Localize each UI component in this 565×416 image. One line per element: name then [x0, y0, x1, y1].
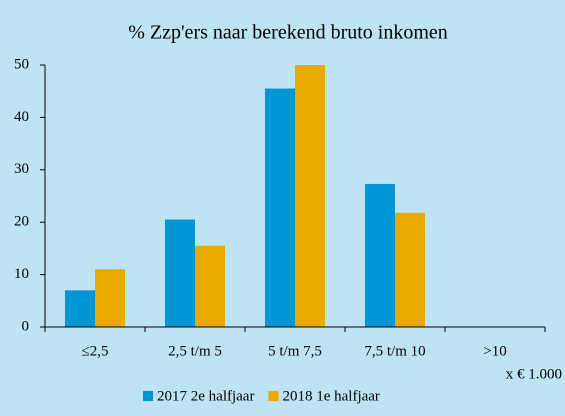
y-tick-label: 40: [14, 109, 29, 125]
legend-swatch: [143, 391, 153, 401]
y-tick-label: 0: [22, 318, 30, 334]
y-tick-label: 20: [14, 214, 29, 230]
bar: [65, 290, 95, 327]
bar: [365, 183, 395, 327]
legend-swatch: [268, 391, 279, 401]
bar: [165, 219, 195, 327]
y-tick-label: 10: [14, 266, 29, 282]
bar: [265, 88, 295, 327]
x-unit-label: x € 1.000: [506, 366, 562, 382]
y-tick-label: 50: [14, 56, 29, 72]
x-tick-label: ≤2,5: [82, 343, 109, 359]
x-tick-label: >10: [483, 343, 506, 359]
x-tick-label: 5 t/m 7,5: [268, 343, 322, 359]
legend-label: 2017 2e halfjaar: [157, 388, 254, 404]
y-tick-label: 30: [14, 161, 29, 177]
bar: [195, 245, 225, 327]
chart-title: % Zzp'ers naar berekend bruto inkomen: [128, 22, 448, 44]
bar: [395, 212, 425, 327]
legend-label: 2018 1e halfjaar: [282, 388, 379, 404]
x-tick-label: 7,5 t/m 10: [364, 343, 425, 359]
bar: [95, 269, 125, 327]
x-tick-label: 2,5 t/m 5: [168, 343, 222, 359]
bar: [295, 65, 325, 327]
